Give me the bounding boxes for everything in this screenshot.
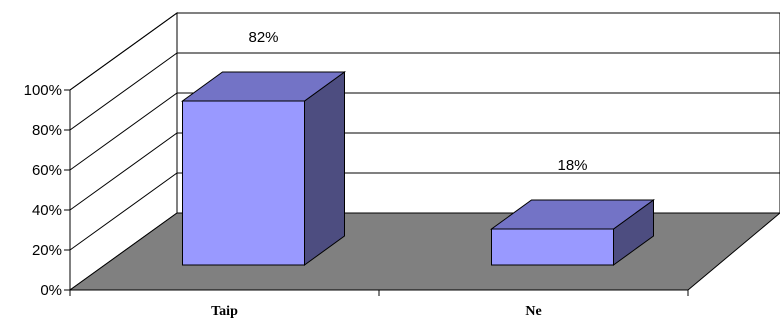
bar-ne [489,199,656,266]
gridline [69,132,780,211]
floor [68,212,780,291]
category-labels: Taip Ne [211,304,542,319]
category-label: Taip [211,304,238,319]
bar-front [182,100,305,266]
data-label: 18% [557,157,587,174]
y-tick-label: 20% [32,242,62,259]
y-axis-ticks: 0% 20% 40% 60% 80% 100% [24,82,71,299]
bar-side [304,71,345,266]
bar-taip [180,71,347,266]
bar-top [180,71,347,102]
gridline [69,52,780,131]
chart-floor [68,212,780,291]
y-tick-label: 100% [24,82,62,99]
category-label: Ne [525,304,541,319]
x-axis [69,290,689,296]
y-tick-label: 0% [40,282,62,299]
gridline [69,12,780,91]
y-tick-label: 60% [32,162,62,179]
data-labels: 82% 18% [248,29,587,174]
bar-top [489,199,656,230]
y-tick-label: 40% [32,202,62,219]
gridline [69,92,780,171]
gridline [69,172,780,251]
y-tick-label: 80% [32,122,62,139]
gridlines [69,12,780,251]
data-label: 82% [248,29,278,46]
bars [180,71,656,266]
bar-front [491,228,614,266]
